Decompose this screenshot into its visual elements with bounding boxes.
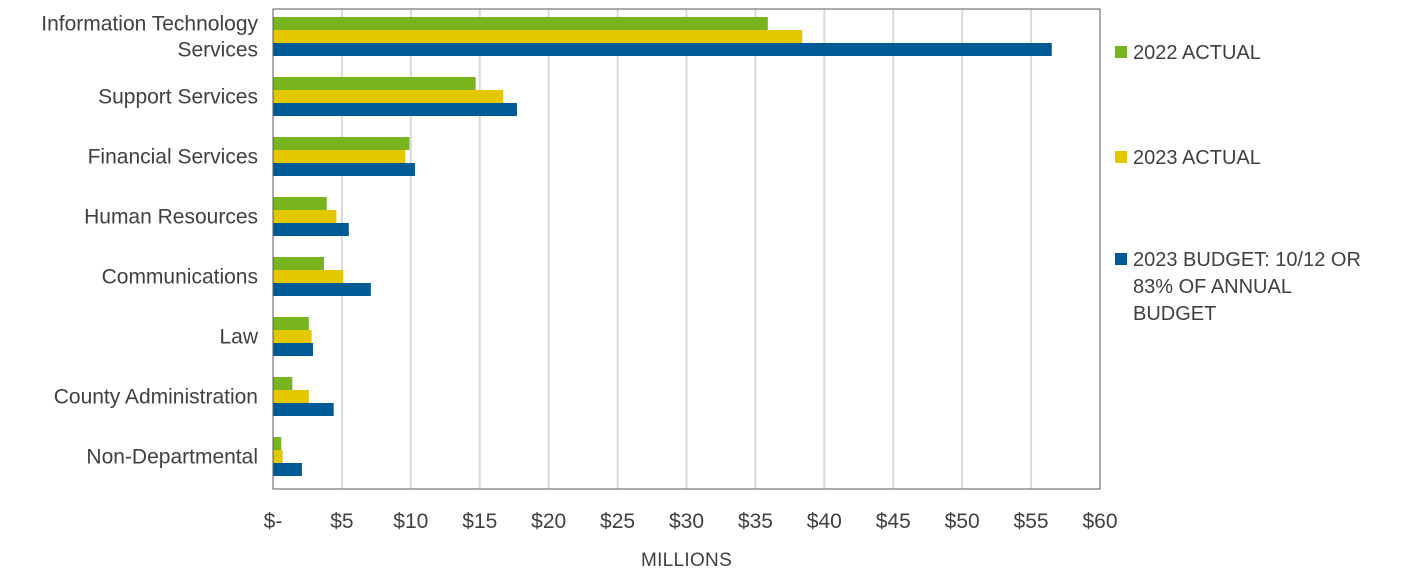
bar xyxy=(273,330,312,343)
bar xyxy=(273,270,344,283)
x-axis-title: MILLIONS xyxy=(641,550,732,571)
bar xyxy=(273,317,309,330)
category-label: Human Resources xyxy=(84,206,258,229)
bar xyxy=(273,390,309,403)
category-label: Information Technology Services xyxy=(41,13,258,62)
legend-swatch xyxy=(1115,46,1127,58)
bar xyxy=(273,137,410,150)
bar xyxy=(273,437,282,450)
bar xyxy=(273,197,327,210)
bar xyxy=(273,463,302,476)
category-label: Support Services xyxy=(98,86,258,109)
category-labels: Information Technology Services Support Se… xyxy=(41,13,259,469)
x-tick-label: $50 xyxy=(945,510,980,533)
bar xyxy=(273,150,406,163)
bar xyxy=(273,257,324,270)
bar xyxy=(273,17,768,30)
category-label: County Administration xyxy=(54,386,258,409)
category-label: Non-Departmental xyxy=(86,446,258,469)
x-tick-labels: $- $5 $10 $15 $20 $25 $30 $35 $40 $45 $50 $55 $60 xyxy=(264,510,1118,533)
bar xyxy=(273,377,293,390)
bar xyxy=(273,30,803,43)
legend: 2022 ACTUAL 2023 ACTUAL 2023 BUDGET: 10/12… xyxy=(1115,42,1361,325)
x-tick-label: $10 xyxy=(393,510,428,533)
x-tick-label: $30 xyxy=(669,510,704,533)
bar xyxy=(273,163,415,176)
bar xyxy=(273,90,504,103)
x-tick-label: $35 xyxy=(738,510,773,533)
bar xyxy=(273,77,476,90)
bar xyxy=(273,103,517,116)
bar xyxy=(273,43,1052,56)
category-label: Law xyxy=(219,326,258,349)
legend-swatch xyxy=(1115,253,1127,265)
bar xyxy=(273,210,337,223)
x-tick-label: $20 xyxy=(531,510,566,533)
x-tick-label: $55 xyxy=(1014,510,1049,533)
x-tick-label: $45 xyxy=(876,510,911,533)
category-label: Communications xyxy=(102,266,258,289)
x-tick-label: $- xyxy=(264,510,283,533)
bar xyxy=(273,223,349,236)
bars xyxy=(273,17,1052,476)
x-tick-label: $60 xyxy=(1082,510,1117,533)
plot-area-frame xyxy=(272,8,1101,490)
bar xyxy=(273,450,283,463)
x-tick-label: $5 xyxy=(330,510,353,533)
legend-entry: 2022 ACTUAL xyxy=(1133,42,1261,64)
x-tick-label: $15 xyxy=(462,510,497,533)
category-label: Financial Services xyxy=(88,146,258,169)
x-tick-label: $25 xyxy=(600,510,635,533)
bar xyxy=(273,403,334,416)
legend-entry: 2023 ACTUAL xyxy=(1133,147,1261,169)
legend-swatch xyxy=(1115,151,1127,163)
bar xyxy=(273,343,313,356)
x-tick-label: $40 xyxy=(807,510,842,533)
bar xyxy=(273,283,371,296)
legend-entry: 2023 BUDGET: 10/12 OR 83% OF ANNUAL BUDGET xyxy=(1133,249,1361,325)
